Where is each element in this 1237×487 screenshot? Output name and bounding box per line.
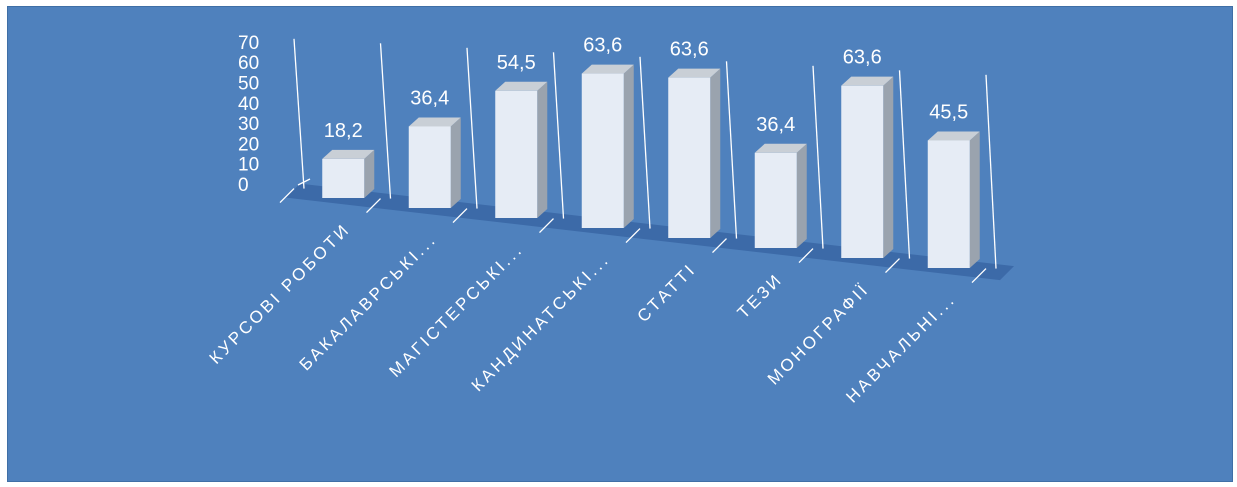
category-label: СТАТТІ	[634, 259, 701, 326]
bar-top-face	[927, 131, 980, 141]
category-label: ТЕЗИ	[734, 269, 787, 322]
data-label: 63,6	[670, 39, 709, 61]
bar-front-face	[495, 90, 538, 218]
data-label: 45,5	[929, 101, 968, 123]
wall-divider-line	[985, 74, 997, 269]
data-label: 63,6	[843, 47, 882, 69]
floor-divider-line	[712, 238, 727, 253]
y-tick-label: 50	[238, 74, 259, 95]
bar-chart: 18,2 36,4 54,5 63,6 63,6 36,4 63,6 45,5 0102030…	[206, 33, 1014, 407]
wall-divider-line	[898, 70, 911, 259]
bar-front-face	[322, 158, 365, 198]
wall-divider-line	[466, 47, 478, 209]
y-tick-label: 20	[238, 134, 259, 155]
bar-1	[322, 149, 375, 198]
wall-divider-line	[812, 65, 824, 249]
y-tick-label: 40	[238, 94, 259, 115]
bar-front-face	[754, 152, 797, 248]
bar-5	[668, 68, 721, 238]
data-label: 54,5	[497, 52, 536, 74]
bar-7	[841, 76, 894, 258]
bar-top-face	[754, 143, 807, 153]
floor-divider-line	[798, 248, 814, 263]
chart-floor	[286, 183, 1014, 281]
y-tick-label: 70	[238, 33, 259, 54]
bar-side-face	[883, 76, 894, 258]
bar-top-face	[841, 76, 894, 86]
category-label: НАВЧАЛЬНІ...	[842, 289, 959, 406]
floor-divider-line	[539, 218, 554, 233]
chart-area: 18,2 36,4 54,5 63,6 63,6 36,4 63,6 45,5 0 10 20 30…	[7, 6, 1233, 482]
bar-front-face	[408, 126, 451, 208]
category-label: МОНОГРАФІЇ	[764, 279, 873, 388]
bar-side-face	[364, 149, 375, 198]
y-tick-label: 0	[238, 175, 249, 196]
bar-2	[408, 117, 461, 208]
y-tick-label: 60	[238, 53, 259, 74]
data-label: 36,4	[756, 114, 795, 136]
floor-divider-line	[971, 268, 987, 283]
bar-top-face	[581, 64, 634, 74]
bar-front-face	[927, 140, 970, 268]
bar-top-face	[495, 81, 548, 91]
wall-divider-line	[552, 52, 565, 219]
y-tick-label: 30	[238, 114, 259, 135]
y-axis-tick-mark	[297, 178, 311, 186]
bar-front-face	[581, 73, 624, 228]
bar-side-face	[537, 81, 548, 218]
bar-side-face	[969, 131, 980, 268]
bar-side-face	[450, 117, 461, 208]
bar-6	[754, 143, 807, 248]
y-tick-label: 10	[238, 155, 259, 176]
bar-top-face	[408, 117, 461, 127]
wall-divider-line	[725, 61, 738, 239]
floor-divider-line	[885, 258, 900, 273]
bar-front-face	[668, 77, 711, 238]
floor-divider-line	[366, 198, 381, 213]
wall-divider-line	[639, 56, 651, 229]
bar-4	[581, 64, 634, 228]
bar-top-face	[668, 68, 721, 78]
data-label: 18,2	[324, 120, 363, 142]
bar-3	[495, 81, 548, 218]
floor-divider-line	[625, 228, 641, 243]
floor-divider-line	[452, 208, 468, 223]
bar-side-face	[623, 64, 634, 228]
bar-front-face	[841, 85, 884, 258]
wall-divider-line	[379, 43, 392, 199]
bar-top-face	[322, 149, 375, 159]
data-label: 36,4	[410, 87, 449, 109]
data-label: 63,6	[583, 35, 622, 57]
floor-divider-line	[279, 188, 295, 203]
bar-side-face	[710, 68, 721, 238]
bar-side-face	[796, 143, 807, 248]
bar-8	[927, 131, 980, 268]
wall-divider-line	[293, 38, 305, 189]
